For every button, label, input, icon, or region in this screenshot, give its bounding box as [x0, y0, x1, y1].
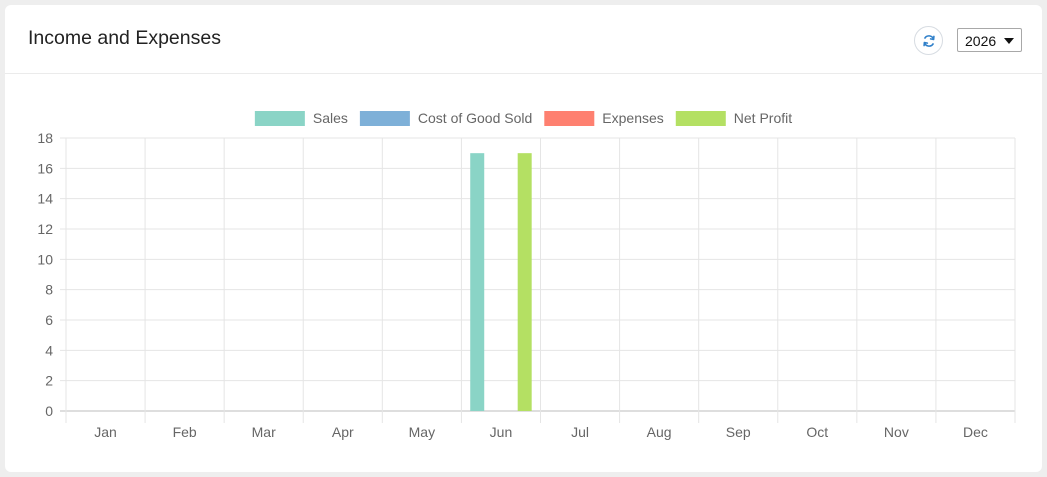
- y-tick-label: 12: [37, 221, 53, 237]
- year-select-value: 2026: [965, 33, 997, 49]
- x-tick-label: Jul: [571, 424, 589, 440]
- legend-label: Cost of Good Sold: [418, 110, 532, 126]
- y-tick-label: 2: [45, 373, 53, 389]
- income-expenses-card: Income and Expenses 2026 0 2 4 6 8 10 12 14 16 18…: [5, 5, 1042, 472]
- y-tick-label: 6: [45, 312, 53, 328]
- legend-swatch: [675, 111, 726, 126]
- y-tick-label: 18: [37, 130, 53, 146]
- y-tick-label: 0: [45, 403, 53, 419]
- y-tick-label: 16: [37, 160, 53, 176]
- y-tick-label: 4: [45, 342, 53, 358]
- refresh-icon: [922, 34, 935, 47]
- x-tick-label: Jan: [94, 424, 117, 440]
- card-header: Income and Expenses 2026: [5, 5, 1042, 74]
- y-tick-label: 10: [37, 251, 53, 267]
- x-tick-label: Mar: [252, 424, 276, 440]
- bar-chart: 0 2 4 6 8 10 12 14 16 18 Jan Feb Mar Apr May Jun Jul Aug S…: [37, 110, 1016, 440]
- x-tick-label: Jun: [490, 424, 513, 440]
- legend-label: Sales: [313, 110, 348, 126]
- x-tick-label: Sep: [726, 424, 751, 440]
- x-tick-label: Aug: [647, 424, 672, 440]
- x-tick-label: May: [409, 424, 435, 440]
- legend-label: Net Profit: [734, 110, 792, 126]
- x-tick-label: Feb: [173, 424, 197, 440]
- legend-swatch: [544, 111, 595, 126]
- x-tick-label: Dec: [963, 424, 988, 440]
- refresh-button[interactable]: [914, 26, 943, 55]
- x-tick-label: Apr: [332, 424, 354, 440]
- y-tick-label: 14: [37, 191, 53, 207]
- y-tick-label: 8: [45, 282, 53, 298]
- caret-down-icon: [1004, 38, 1014, 44]
- legend-swatch: [254, 111, 305, 126]
- x-tick-label: Oct: [806, 424, 828, 440]
- bar-sales: [470, 153, 485, 411]
- x-tick-label: Nov: [884, 424, 909, 440]
- legend-label: Expenses: [602, 110, 663, 126]
- legend-swatch: [359, 111, 410, 126]
- bar-net-profit: [517, 153, 532, 411]
- card-title: Income and Expenses: [28, 27, 221, 49]
- year-select[interactable]: 2026: [957, 28, 1022, 52]
